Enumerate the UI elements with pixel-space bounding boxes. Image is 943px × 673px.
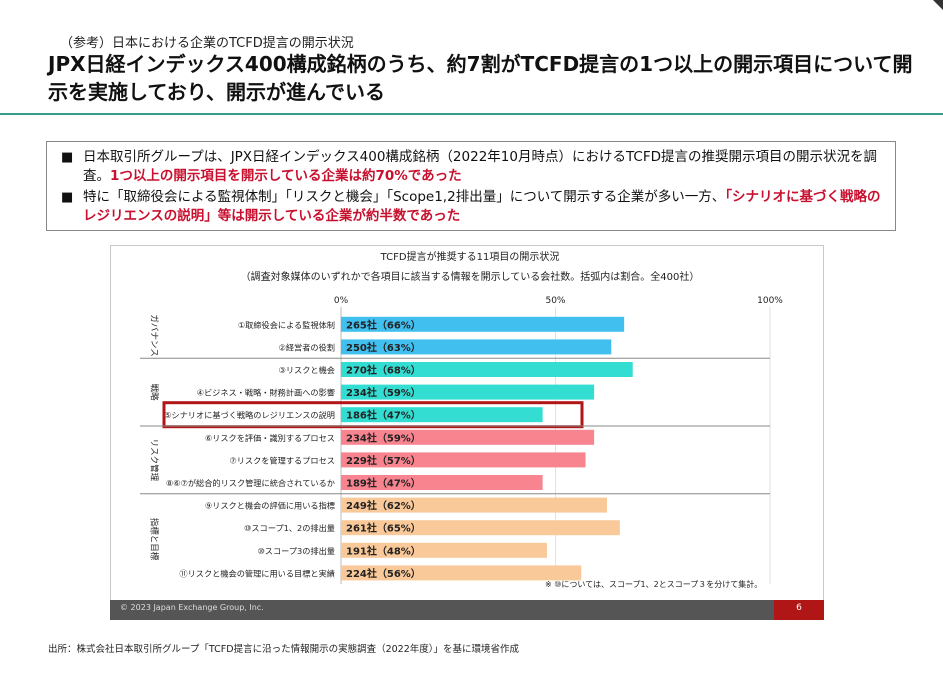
category-label: ⑩スコープ1、2の排出量 <box>244 523 335 533</box>
chart-note: ※ ⑩については、スコープ1、2とスコープ３を分けて集計。 <box>545 579 762 589</box>
header-divider <box>0 113 943 115</box>
bar-value-label: 224社（56%） <box>346 567 421 580</box>
corner-decoration <box>933 0 943 10</box>
category-label: ④ビジネス・戦略・財務計画への影響 <box>197 388 335 398</box>
source-note: 出所：株式会社日本取引所グループ「TCFD提言に沿った情報開示の実態調査（202… <box>48 644 520 655</box>
category-label: ⑨リスクと機会の評価に用いる指標 <box>205 501 335 511</box>
summary-box: ■ 日本取引所グループは、JPX日経インデックス400構成銘柄（2022年10月… <box>46 141 896 231</box>
category-label: ②経営者の役割 <box>279 342 335 352</box>
chart-title: TCFD提言が推奨する11項目の開示状況 <box>380 250 560 263</box>
summary-bullet-1: ■ 日本取引所グループは、JPX日経インデックス400構成銘柄（2022年10月… <box>57 148 885 186</box>
bullet-1-text: 日本取引所グループは、JPX日経インデックス400構成銘柄（2022年10月時点… <box>83 149 877 184</box>
group-label: ガバナンス <box>149 314 160 356</box>
bullet-2-highlight: 「シナリオに基づく戦略のレジリエンスの説明」等は開示している企業が約半数であった <box>83 189 881 224</box>
category-label: ⑦リスクを管理するプロセス <box>229 455 335 465</box>
summary-bullet-2: ■ 特に「取締役会による監視体制」「リスクと機会」「Scope1,2排出量」につ… <box>57 188 885 226</box>
x-tick-label: 100% <box>757 296 783 306</box>
category-label: ⑥リスクを評価・識別するプロセス <box>205 433 335 443</box>
bar <box>341 429 595 445</box>
bullet-2-text: 特に「取締役会による監視体制」「リスクと機会」「Scope1,2排出量」について… <box>83 189 726 205</box>
bullet-square-icon: ■ <box>61 190 74 205</box>
page-number-box <box>774 600 824 620</box>
bar-value-label: 250社（63%） <box>346 341 421 354</box>
page-title: JPX日経インデックス400構成銘柄のうち、約7割がTCFD提言の1つ以上の開示… <box>48 52 913 104</box>
bar-value-label: 261社（65%） <box>346 522 421 535</box>
category-label: ⑪リスクと機会の管理に用いる目標と実績 <box>179 568 335 578</box>
bullet-1-highlight: 1つ以上の開示項目を開示している企業は約70%であった <box>110 168 462 184</box>
category-label: ①取締役会による監視体制 <box>238 320 335 330</box>
page-subtitle: （参考）日本における企業のTCFD提言の開示状況 <box>60 36 354 51</box>
x-tick-label: 50% <box>545 296 565 306</box>
bar <box>341 520 620 536</box>
category-label: ⑧⑥⑦が総合的リスク管理に統合されているか <box>166 478 335 488</box>
chart-subtitle: （調査対象媒体のいずれかで各項目に該当する情報を開示している会社数。括弧内は割合… <box>241 270 700 283</box>
bar <box>341 316 625 332</box>
bar-value-label: 189社（47%） <box>346 477 421 490</box>
category-label: ③リスクと機会 <box>279 365 335 375</box>
bar-value-label: 265社（66%） <box>346 318 421 331</box>
bar-value-label: 234社（59%） <box>346 431 421 444</box>
group-label: 指標と目標 <box>149 518 160 561</box>
bar <box>341 384 595 400</box>
bar <box>341 542 547 558</box>
bar-value-label: 234社（59%） <box>346 386 421 399</box>
bar-value-label: 191社（48%） <box>346 544 421 557</box>
bar-value-label: 186社（47%） <box>346 409 421 422</box>
group-label: 戦略 <box>149 384 160 402</box>
category-label: ⑤シナリオに基づく戦略のレジリエンスの説明 <box>164 410 335 420</box>
bar <box>341 452 586 468</box>
slide-footer-bar <box>110 600 774 620</box>
bar <box>341 565 582 581</box>
x-tick-label: 0% <box>334 296 349 306</box>
bar-value-label: 270社（68%） <box>346 364 421 377</box>
copyright-text: © 2023 Japan Exchange Group, Inc. <box>120 603 264 612</box>
bar <box>341 407 543 423</box>
highlight-box <box>162 401 584 429</box>
page-number: 6 <box>796 603 802 613</box>
bar <box>341 475 543 490</box>
bar <box>341 362 633 377</box>
bar <box>341 339 612 355</box>
bar-value-label: 249社（62%） <box>346 499 421 512</box>
category-label: ⑩スコープ3の排出量 <box>257 546 335 556</box>
group-label: リスク管理 <box>149 439 160 482</box>
bullet-square-icon: ■ <box>61 150 74 165</box>
bar <box>341 497 607 513</box>
bar-value-label: 229社（57%） <box>346 454 421 467</box>
